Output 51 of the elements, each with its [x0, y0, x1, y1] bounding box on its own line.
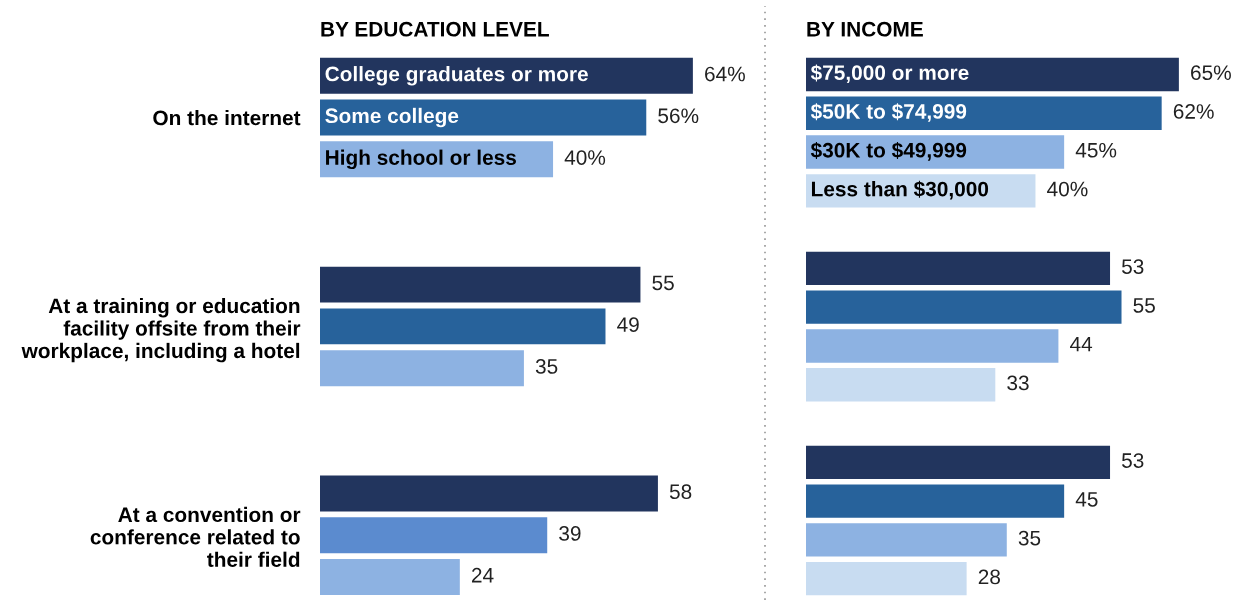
- data-label: 45%: [1075, 142, 1117, 158]
- data-label: 62%: [1173, 104, 1214, 119]
- data-label: 35: [535, 359, 558, 374]
- chart-title: BY INCOME: [807, 21, 923, 37]
- bar: [320, 559, 460, 595]
- data-label: 40%: [564, 150, 606, 165]
- data-label: 55: [1133, 298, 1155, 313]
- bar: [806, 290, 1122, 324]
- bar: [806, 523, 1007, 557]
- data-label: 28: [978, 569, 1000, 585]
- data-label: 64%: [705, 66, 745, 82]
- bar: [320, 99, 647, 136]
- series-label: $75,000 or more: [810, 64, 969, 84]
- data-label: 40%: [1047, 181, 1088, 197]
- data-label: 45: [1075, 492, 1098, 507]
- bar: [320, 266, 641, 303]
- data-label: 39: [559, 526, 581, 541]
- bar: [806, 135, 1065, 169]
- bar: [806, 96, 1162, 130]
- y-tick-label: At a training or education facility offsite from their workplace, including a hotel: [21, 297, 301, 363]
- series-label: Some college: [325, 107, 459, 128]
- data-label: 53: [1121, 259, 1144, 274]
- data-label: 55: [652, 275, 674, 291]
- series-label: College graduates or more: [325, 66, 588, 86]
- data-label: 56%: [658, 108, 699, 124]
- bar: [320, 475, 658, 512]
- bar: [806, 57, 1179, 92]
- bar: [320, 350, 524, 387]
- bar: [320, 517, 548, 554]
- series-label: Less than $30,000: [811, 180, 989, 200]
- bar: [806, 561, 967, 596]
- data-label: 24: [471, 567, 494, 583]
- data-label: 65%: [1191, 65, 1231, 81]
- series-label: $30K to $49,999: [810, 141, 967, 161]
- bar: [806, 368, 996, 402]
- y-tick-label: On the internet: [153, 110, 301, 126]
- y-tick-label: At a convention or conference related to their field: [90, 506, 301, 567]
- series-label: High school or less: [326, 149, 516, 170]
- bar: [806, 445, 1111, 479]
- bar: [806, 329, 1059, 363]
- data-label: 49: [617, 317, 639, 332]
- bar: [320, 308, 606, 345]
- data-label: 35: [1018, 530, 1041, 546]
- data-label: 58: [669, 484, 692, 500]
- chart-title: BY EDUCATION LEVEL: [321, 21, 549, 37]
- data-label: 53: [1121, 453, 1144, 468]
- bar: [806, 484, 1065, 518]
- data-label: 33: [1007, 375, 1029, 391]
- bar: [806, 251, 1111, 286]
- series-label: $50K to $74,999: [810, 103, 967, 122]
- data-label: 44: [1070, 337, 1093, 352]
